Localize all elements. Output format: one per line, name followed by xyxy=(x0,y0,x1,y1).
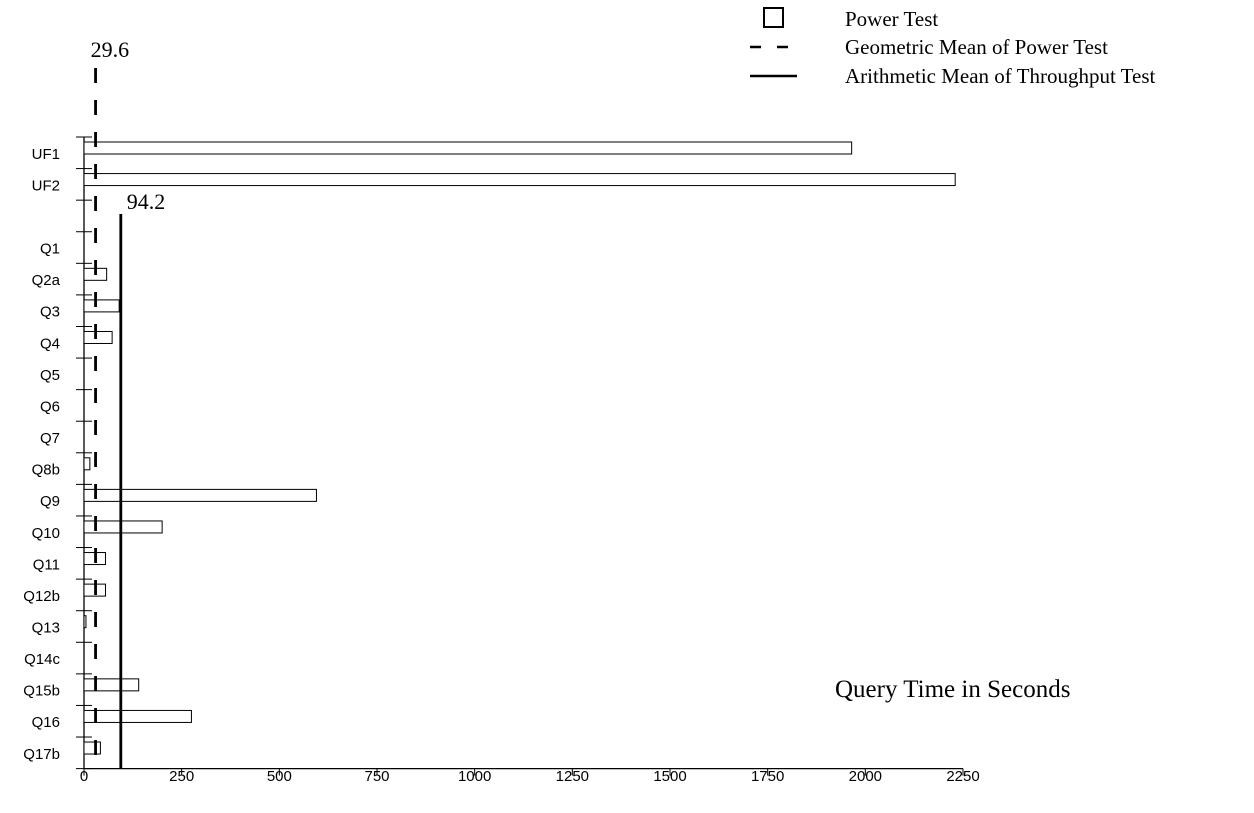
y-tick-label-q15b: Q15b xyxy=(23,683,60,700)
x-tick-label-750: 750 xyxy=(364,768,389,785)
bar-q4 xyxy=(83,330,113,344)
y-tick-label-q11: Q11 xyxy=(33,556,60,573)
bar-q10 xyxy=(83,520,163,534)
y-tick-label-q17b: Q17b xyxy=(23,746,60,763)
bar-q9 xyxy=(83,488,317,502)
bar-uf2 xyxy=(83,173,956,187)
legend: Power Test Geometric Mean of Power Test … xyxy=(750,7,1156,88)
y-tick-label-q13: Q13 xyxy=(32,619,60,636)
y-tick-label-uf1: UF1 xyxy=(32,146,60,163)
x-axis-title: Query Time in Seconds xyxy=(835,676,1070,703)
bar-q17b xyxy=(83,741,101,755)
reference-label-arithmetic-mean-of-throughput-test: 94.2 xyxy=(127,189,166,214)
bar-q8b xyxy=(83,457,91,471)
y-tick-label-q14c: Q14c xyxy=(24,651,60,668)
y-tick-label-q2a: Q2a xyxy=(32,272,61,289)
x-tick-label-1500: 1500 xyxy=(653,768,686,785)
x-tick-label-0: 0 xyxy=(80,768,88,785)
legend-swatch-power-test xyxy=(763,7,784,28)
y-tick-label-q3: Q3 xyxy=(40,304,60,321)
bar-q3 xyxy=(83,299,120,313)
y-tick-label-q1: Q1 xyxy=(40,241,60,258)
x-tick-label-1000: 1000 xyxy=(458,768,491,785)
y-tick-label-q4: Q4 xyxy=(40,335,60,352)
x-tick-label-1750: 1750 xyxy=(751,768,784,785)
x-tick-label-2250: 2250 xyxy=(946,768,979,785)
y-tick-label-q8b: Q8b xyxy=(32,462,60,479)
y-tick-label-q10: Q10 xyxy=(32,525,60,542)
y-axis: UF1 UF2 Q1 Q2a Q3 Q4 Q5 Q6 Q7 Q8b Q9 Q10 Q11 Q12b Q13 Q… xyxy=(23,136,92,770)
y-tick-label-q16: Q16 xyxy=(32,714,60,731)
y-tick-label-q5: Q5 xyxy=(40,367,60,384)
y-tick-label-q9: Q9 xyxy=(40,493,60,510)
x-tick-label-500: 500 xyxy=(267,768,292,785)
bar-q15b xyxy=(83,678,140,692)
bar-uf1 xyxy=(83,141,853,155)
y-tick-label-q6: Q6 xyxy=(40,398,60,415)
y-tick-label-q12b: Q12b xyxy=(23,588,60,605)
y-tick-label-uf2: UF2 xyxy=(32,177,60,194)
bar-q13 xyxy=(83,615,87,629)
bar-series-power-test xyxy=(83,141,956,755)
reference-lines: 29.6 94.2 xyxy=(91,37,166,768)
x-tick-label-250: 250 xyxy=(169,768,194,785)
x-tick-label-1250: 1250 xyxy=(556,768,589,785)
x-axis: 0 250 500 750 1000 1250 1500 1750 2000 2250 xyxy=(80,767,980,785)
bar-q16 xyxy=(83,709,192,723)
x-tick-label-2000: 2000 xyxy=(849,768,882,785)
y-tick-label-q7: Q7 xyxy=(40,430,60,447)
legend-label-arithmetic-mean: Arithmetic Mean of Throughput Test xyxy=(845,64,1156,88)
reference-label-geometric-mean-of-power-test: 29.6 xyxy=(91,37,130,62)
legend-label-power-test: Power Test xyxy=(845,7,938,31)
legend-label-geometric-mean: Geometric Mean of Power Test xyxy=(845,35,1108,59)
